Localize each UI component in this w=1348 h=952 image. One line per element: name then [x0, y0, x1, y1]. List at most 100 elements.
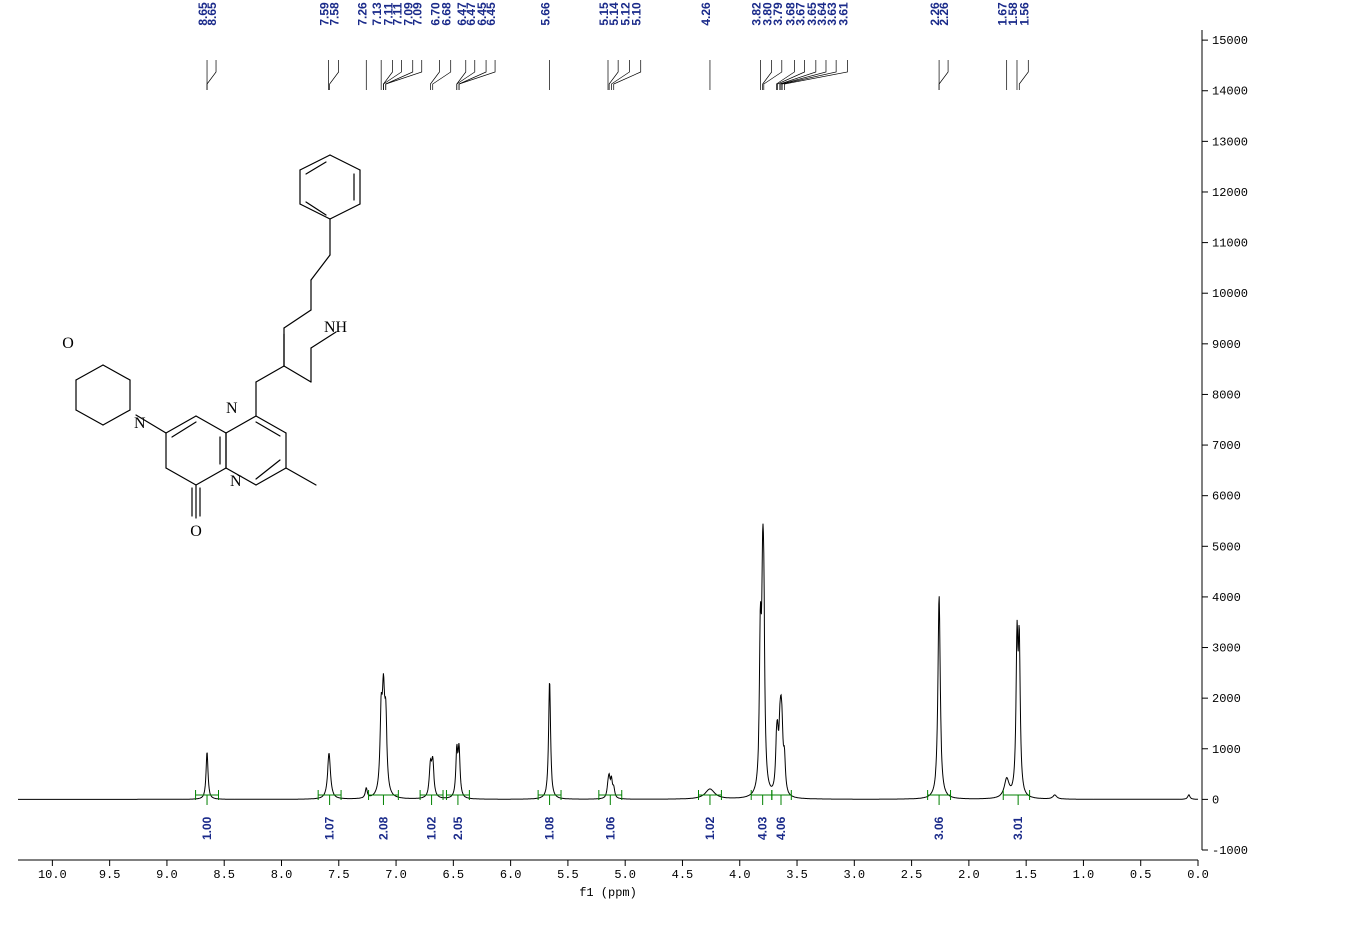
- peak-label: 1.56: [1017, 2, 1031, 26]
- integral-label: 2.05: [451, 816, 465, 840]
- y-tick-label: 5000: [1212, 540, 1241, 554]
- y-tick-label: 4000: [1212, 591, 1241, 605]
- integral-label: 2.08: [376, 816, 390, 840]
- peak-label: 2.26: [937, 2, 951, 26]
- peak-label: 5.10: [630, 2, 644, 26]
- svg-text:3.61: 3.61: [836, 2, 850, 26]
- x-tick-label: 4.5: [672, 868, 694, 882]
- peak-label: 3.61: [836, 2, 850, 26]
- svg-text:NH: NH: [324, 319, 348, 336]
- integral-label: 1.00: [200, 816, 214, 840]
- integral-label: 1.07: [323, 816, 337, 840]
- svg-text:4.06: 4.06: [774, 816, 788, 840]
- y-tick-label: 7000: [1212, 439, 1241, 453]
- peak-label-connector: [776, 60, 794, 90]
- x-tick-label: 4.0: [729, 868, 751, 882]
- x-tick-label: 7.5: [328, 868, 350, 882]
- svg-text:1.07: 1.07: [323, 816, 337, 840]
- svg-text:1.00: 1.00: [200, 816, 214, 840]
- integral-label: 1.08: [543, 816, 557, 840]
- y-tick-label: 2000: [1212, 692, 1241, 706]
- x-tick-label: 3.5: [786, 868, 808, 882]
- integral-label: 1.06: [603, 816, 617, 840]
- svg-text:6.45: 6.45: [484, 2, 498, 26]
- svg-text:1.02: 1.02: [425, 816, 439, 840]
- peak-label: 7.26: [355, 2, 369, 26]
- svg-text:7.26: 7.26: [355, 2, 369, 26]
- svg-text:8.65: 8.65: [205, 2, 219, 26]
- svg-text:4.26: 4.26: [699, 2, 713, 26]
- x-tick-label: 6.0: [500, 868, 522, 882]
- peak-label-connector: [611, 60, 629, 90]
- svg-text:3.01: 3.01: [1011, 816, 1025, 840]
- x-tick-label: 7.0: [385, 868, 407, 882]
- peak-label-connector: [1019, 60, 1028, 90]
- svg-text:2.05: 2.05: [451, 816, 465, 840]
- x-tick-label: 9.0: [156, 868, 178, 882]
- x-tick-label: 1.5: [1015, 868, 1037, 882]
- x-tick-label: 2.0: [958, 868, 980, 882]
- x-tick-label: 10.0: [38, 868, 67, 882]
- peak-label: 7.09: [411, 2, 425, 26]
- x-tick-label: 8.5: [213, 868, 235, 882]
- x-tick-label: 5.0: [614, 868, 636, 882]
- peak-label: 8.65: [205, 2, 219, 26]
- y-tick-label: 11000: [1212, 237, 1248, 251]
- x-tick-label: 2.5: [901, 868, 923, 882]
- peak-label-connector: [459, 60, 495, 90]
- x-tick-label: 1.0: [1073, 868, 1095, 882]
- x-tick-label: 9.5: [99, 868, 121, 882]
- integral-label: 1.02: [425, 816, 439, 840]
- peak-label-connector: [781, 60, 826, 90]
- svg-text:3.06: 3.06: [932, 816, 946, 840]
- peak-label-connector: [207, 60, 216, 90]
- x-tick-label: 3.0: [844, 868, 866, 882]
- y-tick-label: 3000: [1212, 642, 1241, 656]
- peak-label-connector: [383, 60, 392, 90]
- y-tick-label: 13000: [1212, 135, 1248, 149]
- integral-label: 1.02: [703, 816, 717, 840]
- svg-text:7.58: 7.58: [328, 2, 342, 26]
- integral-label: 3.01: [1011, 816, 1025, 840]
- peak-label-connector: [430, 60, 439, 90]
- svg-text:1.06: 1.06: [603, 816, 617, 840]
- integral-label: 4.06: [774, 816, 788, 840]
- x-tick-label: 8.0: [271, 868, 293, 882]
- x-axis-label: f1 (ppm): [579, 886, 637, 900]
- integral-label: 3.06: [932, 816, 946, 840]
- x-tick-label: 6.5: [443, 868, 465, 882]
- peak-label: 4.26: [699, 2, 713, 26]
- svg-text:5.66: 5.66: [539, 2, 553, 26]
- peak-label: 7.58: [328, 2, 342, 26]
- y-tick-label: 1000: [1212, 743, 1241, 757]
- peak-label-connector: [939, 60, 948, 90]
- svg-text:5.10: 5.10: [630, 2, 644, 26]
- peak-label-connector: [614, 60, 641, 90]
- svg-text:1.08: 1.08: [543, 816, 557, 840]
- peak-label-connector: [457, 60, 466, 90]
- integral-label: 4.03: [756, 816, 770, 840]
- svg-text:1.02: 1.02: [703, 816, 717, 840]
- x-tick-label: 0.0: [1187, 868, 1209, 882]
- y-tick-label: 8000: [1212, 388, 1241, 402]
- x-tick-label: 0.5: [1130, 868, 1152, 882]
- svg-text:O: O: [190, 523, 202, 540]
- x-tick-label: 5.5: [557, 868, 579, 882]
- svg-text:N: N: [226, 400, 238, 417]
- y-tick-label: 6000: [1212, 490, 1241, 504]
- y-tick-label: 9000: [1212, 338, 1241, 352]
- svg-text:2.26: 2.26: [937, 2, 951, 26]
- y-tick-label: 0: [1212, 793, 1219, 807]
- svg-text:7.09: 7.09: [411, 2, 425, 26]
- peak-label: 6.68: [440, 2, 454, 26]
- spectrum-trace: [18, 524, 1198, 800]
- peak-label-connector: [433, 60, 451, 90]
- peak-label-connector: [764, 60, 782, 90]
- svg-text:6.68: 6.68: [440, 2, 454, 26]
- peak-label-connector: [386, 60, 422, 90]
- nmr-spectrum: 0.0 0.5 1.0 1.5 2.0 2.5 3.0 3.5 4.0 4.5 5.0 5.5 6.0 6…: [0, 0, 1348, 952]
- peak-label: 6.45: [484, 2, 498, 26]
- y-tick-label: 12000: [1212, 186, 1248, 200]
- svg-text:2.08: 2.08: [376, 816, 390, 840]
- y-tick-label: 10000: [1212, 287, 1248, 301]
